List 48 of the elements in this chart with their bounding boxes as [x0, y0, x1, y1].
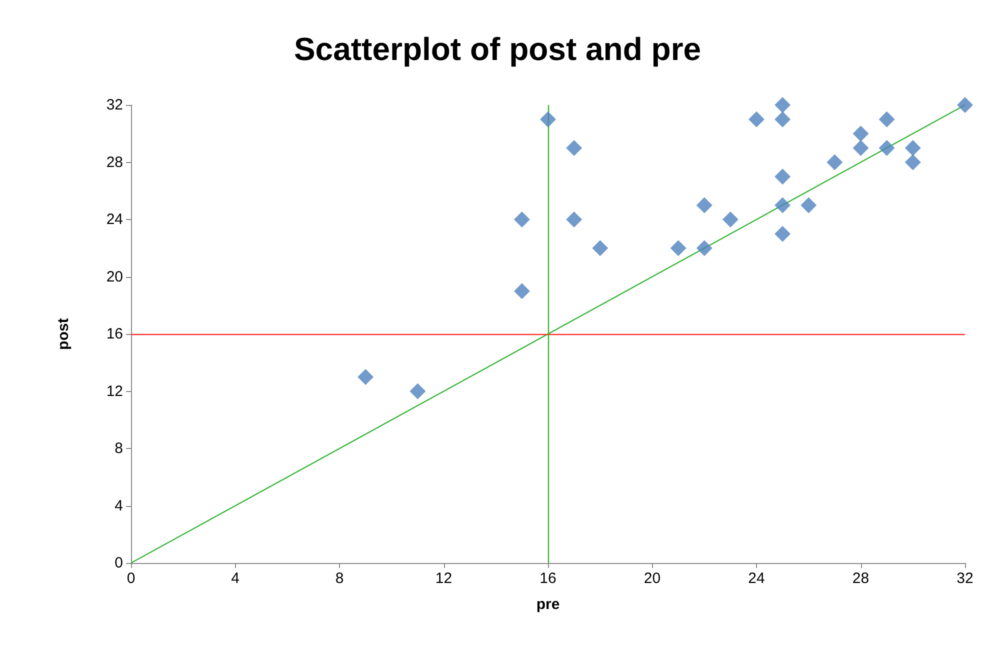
- x-tick-label: 12: [435, 570, 452, 587]
- point: [566, 212, 582, 228]
- point: [774, 111, 791, 128]
- x-axis-title: pre: [536, 596, 560, 613]
- x-tick-label: 28: [852, 570, 870, 587]
- point: [957, 97, 973, 113]
- x-tick-label: 20: [644, 570, 661, 587]
- y-tick-label: 8: [114, 440, 123, 457]
- point: [696, 197, 712, 214]
- x-tick-label: 0: [126, 570, 136, 587]
- point: [904, 140, 921, 156]
- point: [878, 140, 895, 156]
- y-tick-label: 32: [106, 96, 123, 114]
- point: [852, 140, 869, 156]
- point: [514, 212, 530, 228]
- point: [878, 111, 895, 128]
- point: [592, 240, 608, 256]
- point: [670, 240, 686, 256]
- x-tick-label: 32: [956, 570, 974, 587]
- x-tick-label: 4: [231, 570, 240, 587]
- point: [774, 168, 791, 185]
- y-tick-label: 12: [106, 382, 123, 400]
- point: [774, 226, 791, 242]
- x-tick-label: 16: [540, 570, 556, 587]
- point: [514, 283, 530, 300]
- y-tick-label: 16: [106, 326, 123, 342]
- x-tick-label: 24: [748, 570, 765, 587]
- y-tick-label: 0: [114, 554, 123, 572]
- y-tick-label: 20: [106, 268, 123, 286]
- point: [904, 154, 921, 170]
- y-tick-label: 24: [106, 211, 123, 228]
- y-tick-label: 4: [114, 497, 123, 514]
- point: [826, 154, 843, 170]
- point: [358, 368, 374, 385]
- point: [722, 212, 738, 228]
- point: [748, 111, 764, 128]
- point: [410, 383, 426, 400]
- point: [774, 197, 791, 214]
- point: [800, 197, 817, 214]
- y-axis-title: post: [55, 318, 72, 350]
- y-tick-label: 28: [106, 154, 123, 171]
- point: [540, 111, 556, 128]
- point: [852, 126, 869, 142]
- point: [566, 140, 582, 156]
- point: [774, 97, 791, 113]
- chart-title: Scatterplot of post and pre: [294, 31, 702, 67]
- x-tick-label: 8: [335, 570, 344, 587]
- point: [696, 240, 712, 256]
